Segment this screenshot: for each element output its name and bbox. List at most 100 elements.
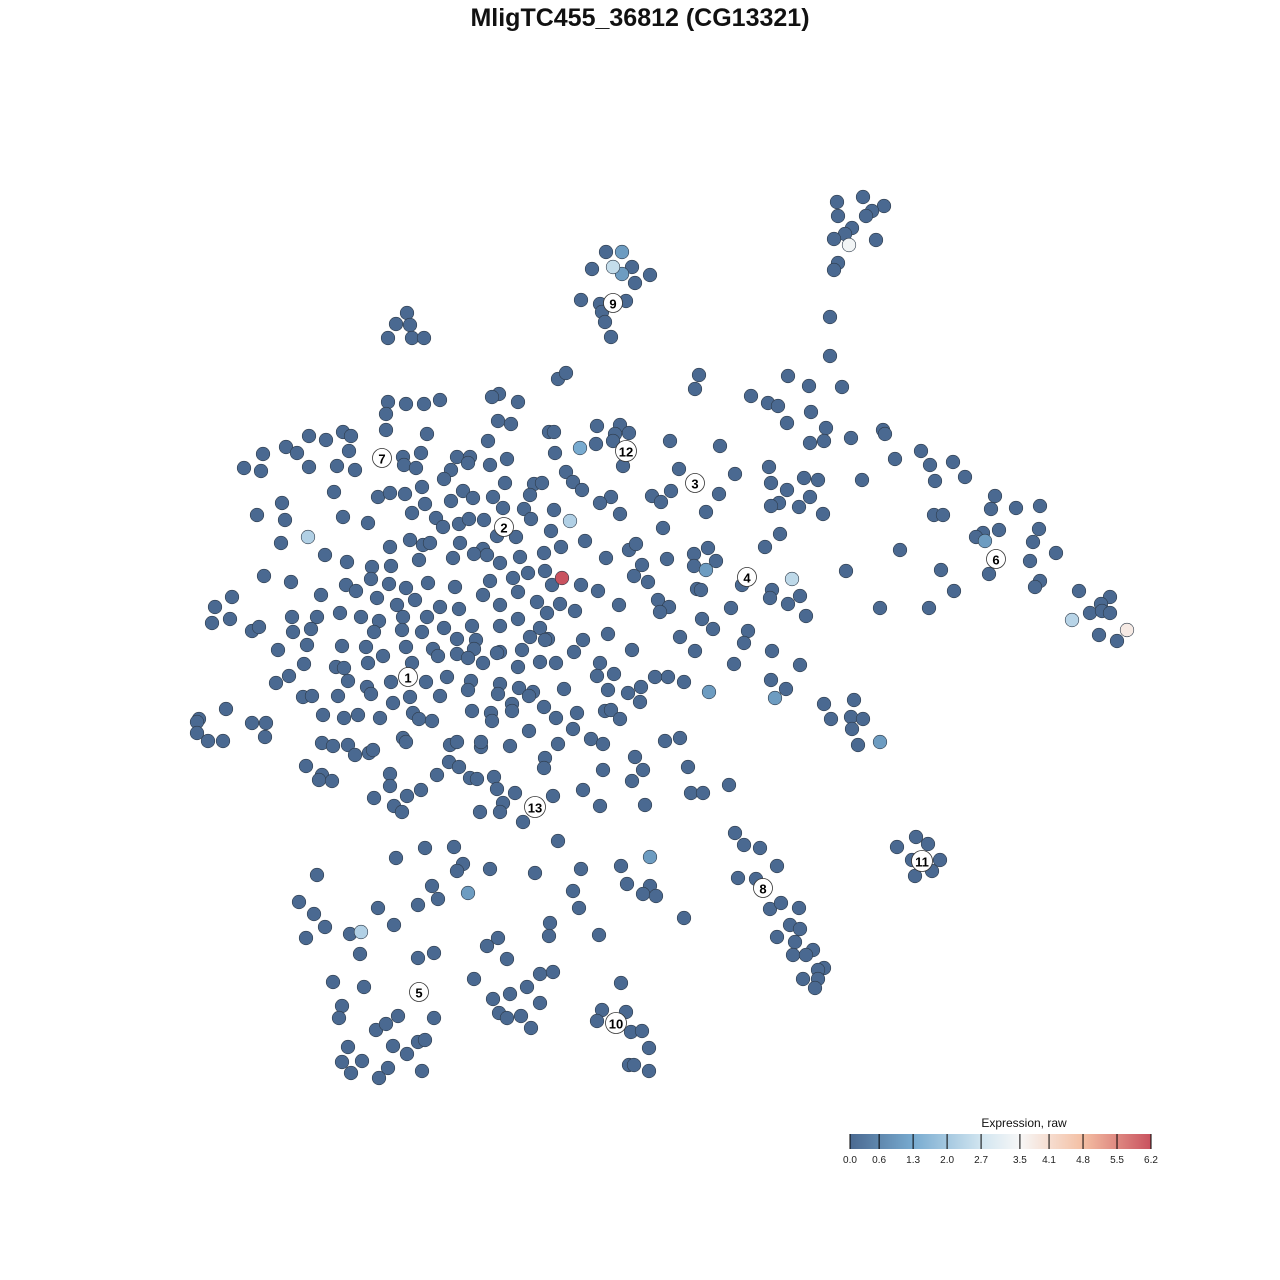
data-point [277, 512, 293, 528]
data-point [404, 505, 420, 521]
data-point [547, 445, 563, 461]
data-point [569, 705, 585, 721]
data-point [236, 460, 252, 476]
data-point [510, 394, 526, 410]
data-point [565, 883, 581, 899]
data-point [1071, 583, 1087, 599]
data-point [612, 506, 628, 522]
data-point [687, 381, 703, 397]
data-point [850, 737, 866, 753]
cluster-label-badge [737, 567, 757, 587]
data-point [575, 632, 591, 648]
data-point [497, 475, 513, 491]
data-point [365, 742, 381, 758]
data-point [595, 736, 611, 752]
data-point [473, 734, 489, 750]
data-point [371, 1070, 387, 1086]
data-point [249, 507, 265, 523]
data-point [435, 519, 451, 535]
data-point [304, 688, 320, 704]
data-point [432, 688, 448, 704]
data-point [1031, 521, 1047, 537]
cluster-label-8: 8 [753, 878, 773, 898]
data-point [370, 900, 386, 916]
data-point [920, 836, 936, 852]
data-point [480, 433, 496, 449]
data-point [449, 863, 465, 879]
cluster-label-12: 12 [615, 440, 637, 462]
points-layer [189, 189, 1135, 1086]
data-point [626, 1057, 642, 1073]
data-point [818, 420, 834, 436]
data-point [399, 788, 415, 804]
data-point [634, 557, 650, 573]
data-point [402, 317, 418, 333]
data-point [301, 459, 317, 475]
data-point [762, 590, 778, 606]
data-point [598, 244, 614, 260]
data-point [408, 460, 424, 476]
cluster-label-badge [409, 982, 429, 1002]
data-point [802, 435, 818, 451]
data-point [398, 580, 414, 596]
chart-title: MligTC455_36812 (CG13321) [470, 4, 810, 32]
data-point [522, 629, 538, 645]
data-point [452, 535, 468, 551]
data-point [519, 979, 535, 995]
data-point [779, 415, 795, 431]
data-point [329, 458, 345, 474]
data-point [418, 674, 434, 690]
data-point [921, 600, 937, 616]
data-point [575, 782, 591, 798]
data-point [466, 971, 482, 987]
data-point [485, 991, 501, 1007]
colorbar-tick-label: 1.3 [906, 1155, 920, 1166]
data-point [382, 485, 398, 501]
data-point [529, 594, 545, 610]
cluster-label-badge [398, 667, 418, 687]
data-point [1022, 553, 1038, 569]
data-point [624, 259, 640, 275]
data-point [1064, 612, 1080, 628]
data-point [1025, 534, 1041, 550]
data-point [200, 733, 216, 749]
data-point [503, 416, 519, 432]
data-point [730, 870, 746, 886]
data-point [757, 539, 773, 555]
cluster-label-text: 12 [619, 445, 633, 460]
data-point [624, 642, 640, 658]
data-point [834, 379, 850, 395]
cluster-label-4: 4 [737, 567, 757, 587]
data-point [640, 574, 656, 590]
cluster-label-text: 8 [759, 882, 766, 897]
data-point [542, 915, 558, 931]
data-point [686, 546, 702, 562]
data-point [414, 479, 430, 495]
cluster-label-text: 6 [992, 553, 999, 568]
data-point [605, 433, 621, 449]
legend-title: Expression, raw [981, 1116, 1067, 1130]
cluster-label-text: 1 [404, 671, 411, 686]
data-point [378, 406, 394, 422]
data-point [318, 432, 334, 448]
data-point [492, 618, 508, 634]
cluster-label-badge [524, 796, 546, 818]
data-point [642, 267, 658, 283]
data-point [511, 680, 527, 696]
data-point [600, 682, 616, 698]
data-point [443, 493, 459, 509]
data-point [479, 938, 495, 954]
data-point [826, 231, 842, 247]
data-point [402, 689, 418, 705]
data-point [451, 601, 467, 617]
data-point [672, 730, 688, 746]
data-point [460, 650, 476, 666]
data-point [395, 609, 411, 625]
data-point [708, 553, 724, 569]
data-point [388, 316, 404, 332]
data-point [366, 624, 382, 640]
cluster-label-text: 7 [378, 452, 385, 467]
data-point [595, 762, 611, 778]
data-point [324, 773, 340, 789]
